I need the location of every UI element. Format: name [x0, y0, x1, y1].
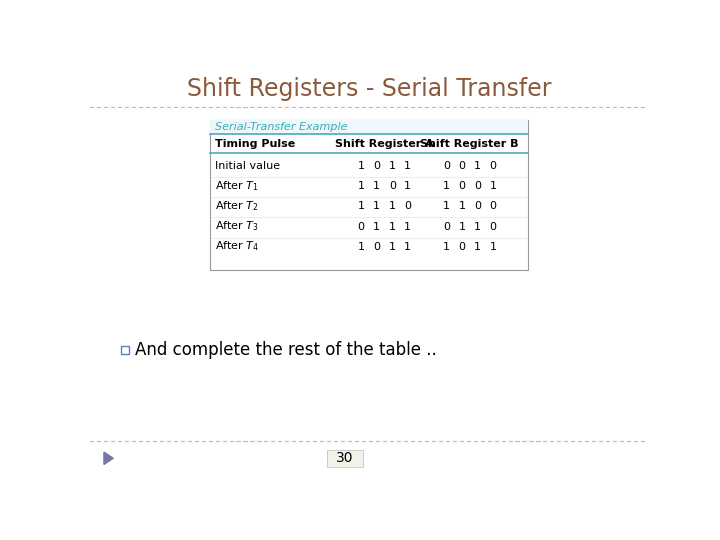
Text: 0: 0: [490, 221, 497, 232]
Text: After $T_2$: After $T_2$: [215, 200, 258, 213]
FancyBboxPatch shape: [121, 346, 129, 354]
Text: Initial value: Initial value: [215, 161, 280, 171]
Text: 0: 0: [373, 241, 380, 252]
Text: 1: 1: [389, 201, 396, 212]
FancyBboxPatch shape: [210, 120, 528, 134]
Text: 0: 0: [459, 181, 466, 192]
Text: 1: 1: [373, 221, 380, 232]
Text: 1: 1: [474, 221, 481, 232]
Text: 0: 0: [389, 181, 396, 192]
Text: 1: 1: [474, 241, 481, 252]
Text: 1: 1: [389, 221, 396, 232]
Text: 0: 0: [490, 201, 497, 212]
Text: After $T_3$: After $T_3$: [215, 220, 258, 233]
Text: And complete the rest of the table ..: And complete the rest of the table ..: [135, 341, 437, 359]
Text: 1: 1: [358, 161, 365, 171]
Text: After $T_1$: After $T_1$: [215, 180, 258, 193]
Text: 1: 1: [389, 241, 396, 252]
Text: 1: 1: [389, 161, 396, 171]
Text: 0: 0: [404, 201, 411, 212]
Text: After $T_4$: After $T_4$: [215, 240, 259, 253]
Text: 1: 1: [404, 241, 411, 252]
Text: 1: 1: [404, 161, 411, 171]
Text: 0: 0: [474, 181, 481, 192]
Text: 0: 0: [490, 161, 497, 171]
Text: 0: 0: [443, 161, 450, 171]
Text: 1: 1: [404, 221, 411, 232]
Text: 30: 30: [336, 451, 354, 465]
Text: 1: 1: [358, 181, 365, 192]
Text: Serial-Transfer Example: Serial-Transfer Example: [215, 122, 347, 132]
Text: 0: 0: [459, 241, 466, 252]
Text: 1: 1: [358, 201, 365, 212]
Text: 0: 0: [459, 161, 466, 171]
Text: 1: 1: [443, 181, 450, 192]
Polygon shape: [104, 452, 113, 464]
Text: 1: 1: [459, 221, 466, 232]
Text: 1: 1: [490, 241, 497, 252]
Text: 1: 1: [373, 181, 380, 192]
Text: 1: 1: [358, 241, 365, 252]
Text: 0: 0: [373, 161, 380, 171]
Text: 0: 0: [474, 201, 481, 212]
FancyBboxPatch shape: [327, 450, 363, 467]
Text: 1: 1: [459, 201, 466, 212]
Text: 1: 1: [490, 181, 497, 192]
Text: Shift Register B: Shift Register B: [420, 139, 519, 149]
Text: Shift Registers - Serial Transfer: Shift Registers - Serial Transfer: [186, 77, 552, 102]
Text: Shift Register A: Shift Register A: [335, 139, 434, 149]
Text: 1: 1: [373, 201, 380, 212]
Text: 0: 0: [358, 221, 365, 232]
FancyBboxPatch shape: [210, 120, 528, 271]
Text: 0: 0: [443, 221, 450, 232]
Text: 1: 1: [443, 241, 450, 252]
Text: Timing Pulse: Timing Pulse: [215, 139, 295, 149]
Text: 1: 1: [474, 161, 481, 171]
Text: 1: 1: [404, 181, 411, 192]
Text: 1: 1: [443, 201, 450, 212]
